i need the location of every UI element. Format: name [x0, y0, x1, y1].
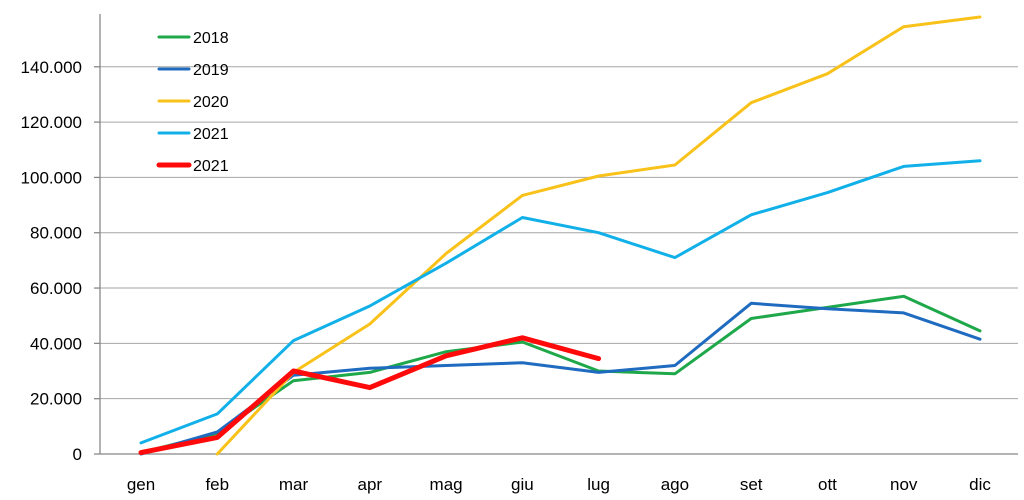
- x-tick-label: lug: [587, 475, 610, 494]
- legend-label: 2020: [193, 94, 229, 111]
- axes: [99, 14, 1018, 455]
- x-tick-label: ago: [661, 475, 689, 494]
- y-tick-label: 60.000: [30, 279, 82, 298]
- series-lines: [138, 15, 982, 456]
- legend: 2018 2019 2020 2021 2021: [156, 30, 229, 175]
- x-tick-label: mar: [279, 475, 309, 494]
- legend-label: 2021: [193, 126, 229, 143]
- y-tick-label: 80.000: [30, 224, 82, 243]
- y-tick-label: 120.000: [21, 113, 82, 132]
- y-tick-label: 100.000: [21, 168, 82, 187]
- series-line-2021-highlight: [138, 335, 602, 456]
- series-line-2020: [215, 15, 982, 456]
- legend-label: 2019: [193, 62, 229, 79]
- y-tick-label: 40.000: [30, 334, 82, 353]
- y-tick-label: 20.000: [30, 390, 82, 409]
- x-tick-label: ott: [818, 475, 837, 494]
- x-tick-label: nov: [890, 475, 918, 494]
- series-line-2019: [139, 301, 982, 456]
- x-tick-labels: gen feb mar apr mag giu lug ago set ott nov dic: [127, 475, 992, 494]
- x-tick-label: apr: [358, 475, 383, 494]
- legend-label: 2018: [193, 30, 229, 47]
- series-line-2021: [139, 159, 982, 445]
- gridlines: [100, 66, 1018, 400]
- x-tick-label: set: [740, 475, 763, 494]
- x-tick-label: dic: [969, 475, 991, 494]
- x-tick-label: gen: [127, 475, 155, 494]
- x-tick-label: giu: [511, 475, 534, 494]
- y-tick-labels: 0 20.000 40.000 60.000 80.000 100.000 120.000 1…: [21, 58, 100, 464]
- series-line-2018: [139, 294, 982, 455]
- x-tick-label: feb: [205, 475, 229, 494]
- y-tick-label: 0: [73, 445, 82, 464]
- y-tick-label: 140.000: [21, 58, 82, 77]
- legend-label: 2021: [193, 158, 229, 175]
- x-tick-label: mag: [430, 475, 463, 494]
